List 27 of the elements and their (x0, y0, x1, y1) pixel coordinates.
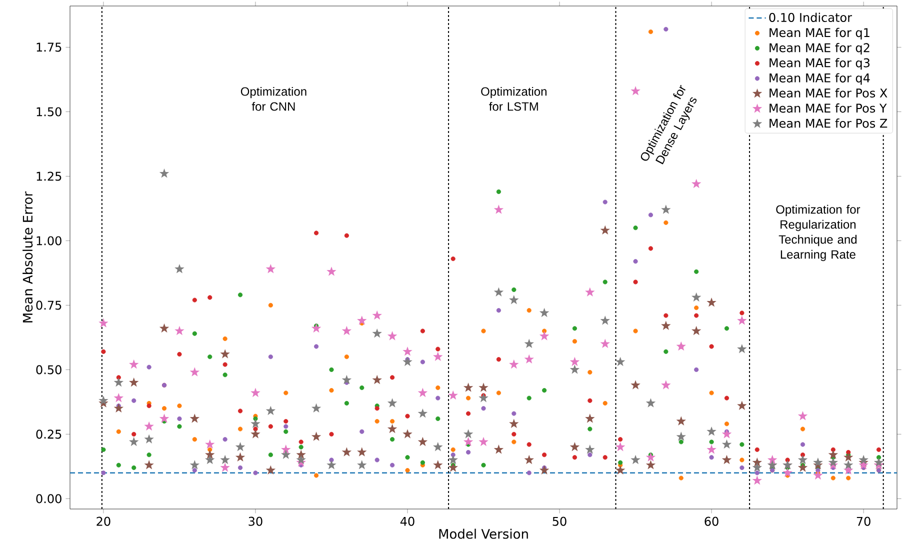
legend-label: 0.10 Indicator (769, 12, 852, 22)
legend-label: Mean MAE for Pos Z (770, 118, 888, 128)
x-tick-label: 70 (856, 516, 870, 526)
y-tick-label: 1.00 (36, 236, 62, 246)
x-tick-label: 20 (96, 516, 110, 526)
legend-label: Mean MAE for q1 (770, 28, 870, 40)
y-tick-label: 1.50 (36, 107, 62, 116)
annotation: Optimization for CNN (240, 86, 306, 111)
x-tick-label: 60 (704, 516, 718, 526)
y-axis-title: Mean Absolute Error (22, 191, 33, 322)
legend-label: Mean MAE for q2 (770, 42, 870, 55)
y-tick-label: 1.75 (36, 42, 62, 52)
legend-label: Mean MAE for q4 (770, 73, 870, 85)
legend-label: Mean MAE for Pos Y (770, 103, 887, 113)
y-tick-label: 0.00 (36, 494, 62, 504)
y-tick-label: 0.50 (36, 365, 62, 374)
annotation: Optimization for LSTM (481, 86, 546, 111)
x-tick-label: 40 (400, 516, 414, 526)
legend-label: Mean MAE for Pos X (770, 88, 888, 98)
annotation: Optimization for Regularization Technique and Learning Rate (776, 204, 860, 262)
x-tick-label: 30 (248, 516, 262, 526)
y-tick-label: 0.75 (36, 300, 62, 310)
legend-label: Mean MAE for q3 (770, 58, 870, 70)
y-tick-label: 1.25 (36, 172, 62, 181)
y-tick-label: 0.25 (36, 430, 62, 439)
x-axis-title: Model Version (439, 528, 528, 539)
x-tick-label: 50 (552, 516, 566, 526)
